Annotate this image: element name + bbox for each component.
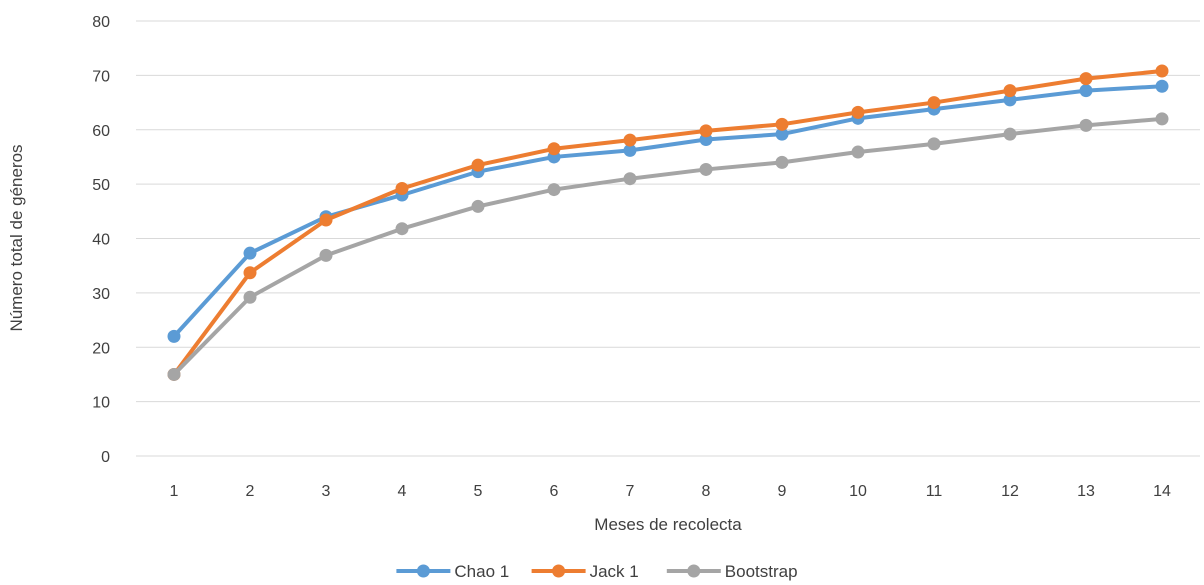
x-tick-label: 11 [926, 483, 943, 500]
x-tick-label: 8 [702, 483, 711, 500]
data-point [623, 143, 637, 157]
series-line [172, 84, 1164, 339]
data-point [775, 155, 789, 169]
legend-label: Chao 1 [454, 562, 509, 581]
data-point [243, 246, 257, 260]
data-point [851, 105, 865, 119]
x-tick-label: 3 [322, 483, 331, 500]
legend-item: Jack 1 [531, 562, 639, 581]
data-point [699, 124, 713, 138]
data-point [775, 127, 789, 141]
data-point [1155, 112, 1169, 126]
data-point [547, 142, 561, 156]
legend: Chao 1 Jack 1 Bootstrap [396, 562, 798, 581]
legend-swatch-marker [416, 564, 430, 578]
legend-label: Bootstrap [725, 562, 798, 581]
data-point [1003, 93, 1017, 107]
series-line [172, 116, 1164, 377]
data-point [1079, 118, 1093, 132]
series-layer [167, 64, 1169, 381]
legend-item: Bootstrap [666, 562, 798, 581]
series-bootstrap [167, 112, 1169, 381]
data-point [395, 222, 409, 236]
series-line [172, 69, 1164, 377]
data-point [1079, 84, 1093, 98]
data-point [395, 181, 409, 195]
data-point [1079, 72, 1093, 86]
data-point [1003, 84, 1017, 98]
data-point [319, 213, 333, 227]
data-point [243, 290, 257, 304]
data-point [243, 266, 257, 280]
x-tick-label: 5 [474, 483, 483, 500]
y-axis-ticks: 0 10 20 30 40 50 60 70 80 [92, 14, 110, 466]
y-tick-label: 50 [92, 177, 110, 194]
x-tick-label: 6 [550, 483, 559, 500]
x-tick-label: 14 [1153, 483, 1171, 500]
y-tick-label: 80 [92, 14, 110, 31]
y-tick-label: 10 [92, 395, 110, 412]
data-point [623, 172, 637, 186]
y-tick-label: 0 [101, 449, 110, 466]
x-tick-label: 4 [398, 483, 407, 500]
x-tick-label: 7 [626, 483, 635, 500]
data-point [319, 248, 333, 262]
x-tick-label: 13 [1077, 483, 1095, 500]
legend-swatch-marker [687, 564, 701, 578]
series-chao-1 [167, 79, 1169, 343]
data-point [547, 183, 561, 197]
x-tick-label: 1 [170, 483, 179, 500]
series-jack-1 [167, 64, 1169, 381]
data-point [699, 162, 713, 176]
y-tick-label: 70 [92, 68, 110, 85]
data-point [167, 367, 181, 381]
data-point [471, 199, 485, 213]
data-point [1155, 64, 1169, 78]
data-point [1155, 79, 1169, 93]
data-point [851, 145, 865, 159]
x-tick-label: 12 [1001, 483, 1019, 500]
data-point [1003, 127, 1017, 141]
data-point [775, 117, 789, 131]
legend-item: Chao 1 [396, 562, 509, 581]
data-point [471, 158, 485, 172]
y-tick-label: 60 [92, 123, 110, 140]
x-tick-label: 9 [778, 483, 787, 500]
x-tick-label: 10 [849, 483, 867, 500]
x-tick-label: 2 [246, 483, 255, 500]
data-point [927, 96, 941, 110]
data-point [927, 137, 941, 151]
y-tick-label: 20 [92, 340, 110, 357]
y-axis-title: Número total de géneros [7, 144, 26, 331]
y-tick-label: 40 [92, 232, 110, 249]
data-point [167, 329, 181, 343]
y-tick-label: 30 [92, 286, 110, 303]
x-axis-title: Meses de recolecta [594, 515, 742, 534]
x-axis-ticks: 1 2 3 4 5 6 7 8 9 10 11 12 13 14 [170, 483, 1171, 500]
data-point [623, 133, 637, 147]
gridlines [136, 20, 1200, 457]
legend-label: Jack 1 [590, 562, 639, 581]
legend-swatch-marker [552, 564, 566, 578]
